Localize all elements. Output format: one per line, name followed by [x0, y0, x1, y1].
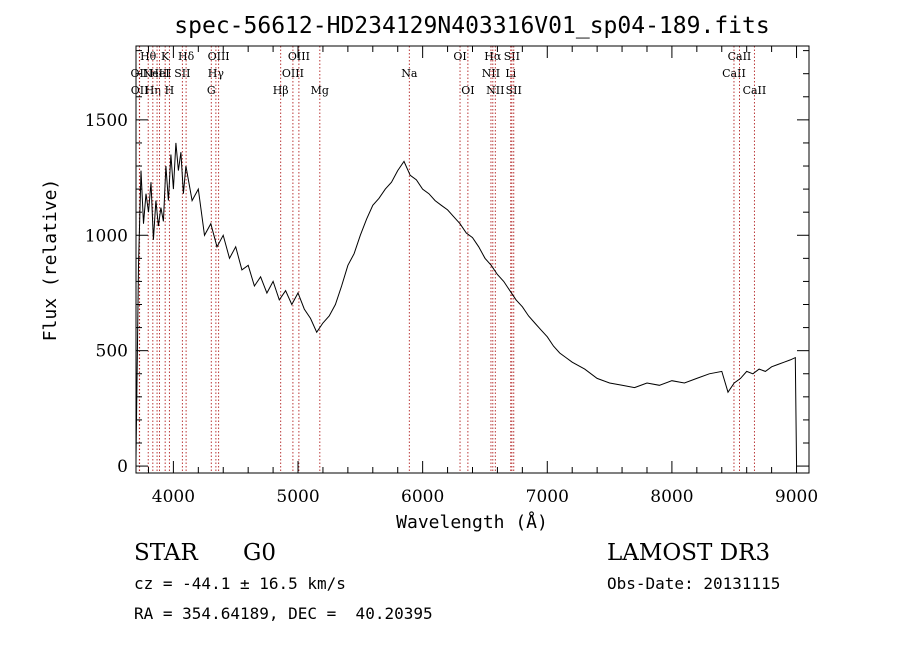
y-axis-label: Flux (relative)	[40, 179, 61, 342]
marker-label-Hη: Hη	[145, 84, 161, 97]
marker-label-OIII: OIII	[282, 67, 304, 80]
marker-label-OI: OI	[461, 84, 474, 97]
marker-label-OII: OII	[131, 84, 149, 97]
x-tick-label: 9000	[775, 487, 818, 507]
marker-label-Li: Li	[505, 67, 516, 80]
line-markers: OIIOIIHθHηNeIIIHeIKHSIIHδGHγOIIIHβOIIIOI…	[131, 46, 767, 473]
marker-label-SII: SII	[506, 84, 522, 97]
plot-frame	[135, 45, 810, 474]
x-axis-label: Wavelength (Å)	[396, 511, 548, 533]
marker-label-SII: SII	[504, 50, 520, 63]
marker-label-Mg: Mg	[311, 84, 329, 97]
x-tick-label: 5000	[276, 487, 319, 507]
obs-date-text: Obs-Date: 20131115	[607, 574, 780, 593]
spectrum-line	[135, 142, 797, 462]
survey-label: LAMOST DR3	[607, 540, 770, 566]
marker-label-NeIII: NeIII	[142, 67, 171, 80]
marker-label-NII: NII	[482, 67, 500, 80]
marker-label-Hγ: Hγ	[208, 67, 225, 80]
x-tick-label: 8000	[650, 487, 693, 507]
spectrum-plot	[135, 142, 797, 462]
y-tick-label: 1000	[85, 226, 128, 246]
marker-label-G: G	[207, 84, 216, 97]
y-tick-label: 1500	[85, 111, 128, 131]
y-tick-label: 500	[96, 342, 128, 362]
y-tick-label: 0	[117, 457, 128, 477]
marker-label-Hβ: Hβ	[273, 84, 289, 97]
marker-label-Hα: Hα	[484, 50, 502, 63]
marker-label-OI: OI	[453, 50, 466, 63]
marker-label-Na: Na	[401, 67, 418, 80]
marker-label-OIII: OIII	[288, 50, 310, 63]
marker-label-K: K	[161, 50, 170, 63]
x-tick-label: 4000	[152, 487, 195, 507]
object-class: STAR	[134, 540, 198, 566]
subclass: G0	[243, 540, 276, 566]
redshift-text: cz = -44.1 ± 16.5 km/s	[134, 574, 346, 593]
marker-label-H: H	[165, 84, 175, 97]
x-tick-label: 7000	[526, 487, 569, 507]
chart-title: spec-56612-HD234129N403316V01_sp04-189.f…	[174, 13, 769, 39]
marker-label-CaII: CaII	[722, 67, 746, 80]
marker-label-CaII: CaII	[743, 84, 767, 97]
marker-label-HeI: HeI	[149, 67, 169, 80]
marker-label-NII: NII	[486, 84, 504, 97]
marker-label-CaII: CaII	[728, 50, 752, 63]
marker-label-SII: SII	[174, 67, 190, 80]
axes: 4000 5000 6000 7000 8000 9000 0 500 1000 1500	[85, 45, 818, 507]
marker-label-Hδ: Hδ	[178, 50, 195, 63]
coordinates-text: RA = 354.64189, DEC = 40.20395	[134, 604, 433, 623]
x-tick-label: 6000	[401, 487, 444, 507]
marker-label-OIII: OIII	[208, 50, 230, 63]
